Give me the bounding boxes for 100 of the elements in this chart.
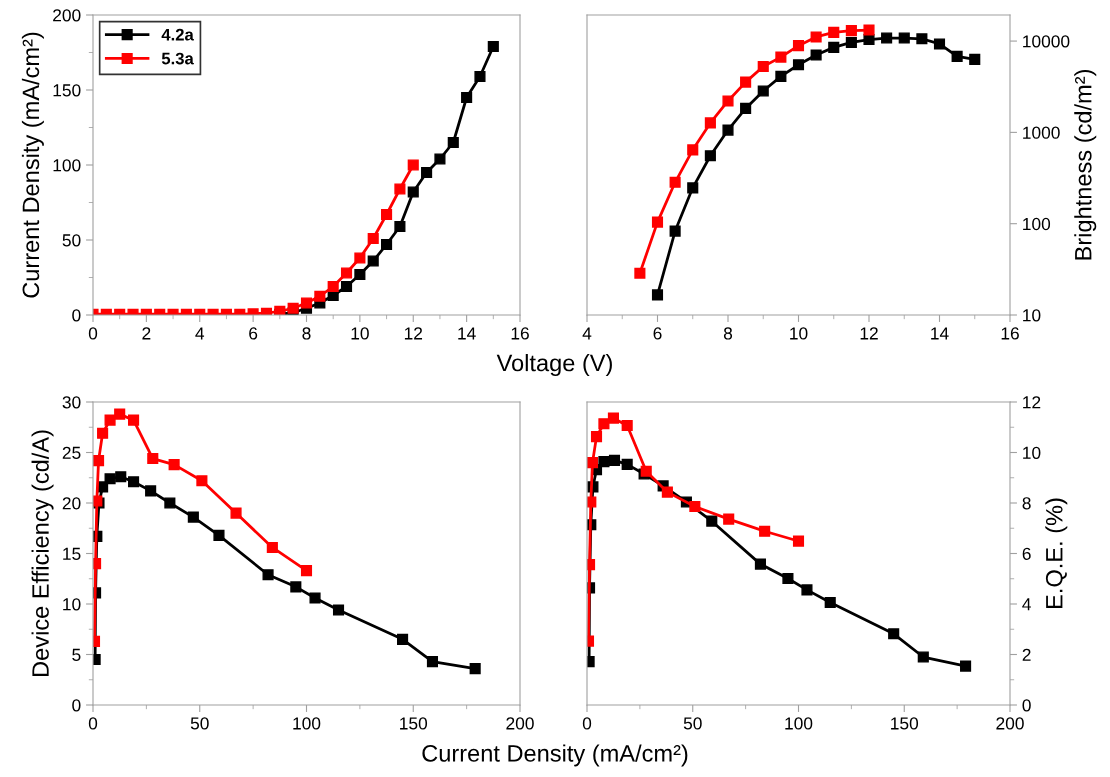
point bbox=[933, 38, 946, 50]
x-tick-label: 200 bbox=[506, 717, 534, 730]
x-tick-label: 0 bbox=[88, 717, 98, 730]
point bbox=[740, 102, 752, 114]
point bbox=[792, 59, 805, 71]
point bbox=[469, 663, 481, 675]
point bbox=[757, 60, 769, 73]
x-tick-label: 16 bbox=[1001, 327, 1019, 340]
x-tick-label: 8 bbox=[302, 327, 311, 340]
y-tick-label: 25 bbox=[62, 446, 81, 459]
y2-tick-label: 100 bbox=[1023, 217, 1051, 231]
point bbox=[367, 255, 379, 267]
point bbox=[381, 208, 393, 221]
y-tick-label: 0 bbox=[72, 309, 81, 322]
point bbox=[687, 182, 699, 194]
point bbox=[487, 40, 499, 53]
point bbox=[722, 95, 734, 107]
point bbox=[863, 24, 875, 36]
point bbox=[706, 515, 718, 527]
y-tick-label: 15 bbox=[63, 547, 81, 560]
point bbox=[969, 53, 981, 65]
x-tick-label: 8 bbox=[723, 327, 733, 340]
point bbox=[669, 176, 681, 188]
x-tick-label: 100 bbox=[785, 717, 813, 730]
y2-tick-label: 10 bbox=[1023, 309, 1041, 322]
point bbox=[332, 604, 345, 616]
point bbox=[340, 280, 353, 293]
x-tick-label: 16 bbox=[511, 327, 529, 340]
y-axis-title: Device Efficiency (cd/A) bbox=[31, 430, 54, 676]
x-tick-label: 12 bbox=[860, 327, 878, 340]
x-tick-label: 4 bbox=[195, 327, 205, 340]
point bbox=[792, 535, 805, 547]
point bbox=[775, 70, 787, 82]
point bbox=[300, 297, 313, 309]
point bbox=[300, 565, 313, 577]
y2-tick-label: 4 bbox=[1022, 598, 1031, 611]
point bbox=[598, 418, 610, 430]
point bbox=[381, 238, 393, 251]
x-tick-label: 6 bbox=[249, 327, 258, 340]
point bbox=[888, 628, 900, 640]
y-tick-label: 10 bbox=[63, 598, 81, 611]
point bbox=[704, 117, 716, 129]
point bbox=[434, 153, 446, 165]
point bbox=[587, 496, 597, 508]
point bbox=[164, 497, 176, 509]
x-tick-label: 12 bbox=[404, 327, 423, 340]
y2-tick-label: 1000 bbox=[1023, 126, 1060, 139]
point bbox=[213, 529, 225, 541]
x-tick-label: 4 bbox=[582, 327, 592, 340]
point bbox=[147, 453, 159, 465]
point bbox=[917, 651, 929, 663]
x-axis-title: Current Density (mA/cm²) bbox=[422, 744, 688, 767]
y2-tick-label: 10 bbox=[1023, 446, 1041, 459]
point bbox=[587, 457, 599, 469]
x-tick-label: 14 bbox=[458, 327, 476, 340]
y2-tick-label: 8 bbox=[1022, 497, 1031, 510]
legend-label: 4.2a bbox=[161, 28, 194, 41]
point bbox=[621, 458, 633, 470]
point bbox=[314, 290, 326, 302]
point bbox=[397, 633, 409, 645]
point bbox=[145, 485, 157, 497]
point bbox=[367, 232, 379, 245]
point bbox=[810, 31, 822, 43]
x-tick-label: 6 bbox=[653, 327, 662, 340]
point bbox=[824, 596, 836, 609]
point bbox=[689, 500, 701, 513]
x-tick-label: 200 bbox=[996, 717, 1024, 730]
point bbox=[775, 51, 787, 63]
point bbox=[828, 41, 840, 53]
y-tick-label: 100 bbox=[53, 159, 81, 172]
point bbox=[354, 268, 366, 281]
point bbox=[394, 220, 406, 233]
point bbox=[754, 558, 766, 570]
y-tick-label: 5 bbox=[72, 648, 81, 661]
point bbox=[354, 252, 366, 264]
y-tick-label: 0 bbox=[72, 699, 81, 712]
point bbox=[93, 455, 105, 467]
point bbox=[262, 569, 274, 581]
y2-axis-title: E.Q.E. (%) bbox=[1045, 498, 1068, 608]
y2-axis-title: Brightness (cd/m²) bbox=[1074, 70, 1097, 260]
point bbox=[461, 91, 473, 104]
y2-tick-label: 2 bbox=[1022, 648, 1031, 661]
point bbox=[845, 36, 857, 49]
point bbox=[128, 476, 140, 488]
x-tick-label: 0 bbox=[88, 327, 98, 340]
y-tick-label: 200 bbox=[53, 9, 81, 22]
point bbox=[474, 70, 486, 83]
x-tick-label: 10 bbox=[351, 327, 369, 340]
x-tick-label: 50 bbox=[683, 717, 702, 730]
point bbox=[394, 183, 406, 195]
point bbox=[598, 456, 610, 468]
x-axis-title: Voltage (V) bbox=[496, 354, 612, 377]
point bbox=[309, 592, 321, 604]
point bbox=[723, 513, 735, 525]
y-tick-label: 150 bbox=[53, 84, 81, 97]
point bbox=[801, 584, 813, 596]
x-tick-label: 150 bbox=[400, 717, 428, 730]
point bbox=[740, 76, 752, 88]
point bbox=[426, 656, 439, 668]
point bbox=[845, 25, 857, 37]
